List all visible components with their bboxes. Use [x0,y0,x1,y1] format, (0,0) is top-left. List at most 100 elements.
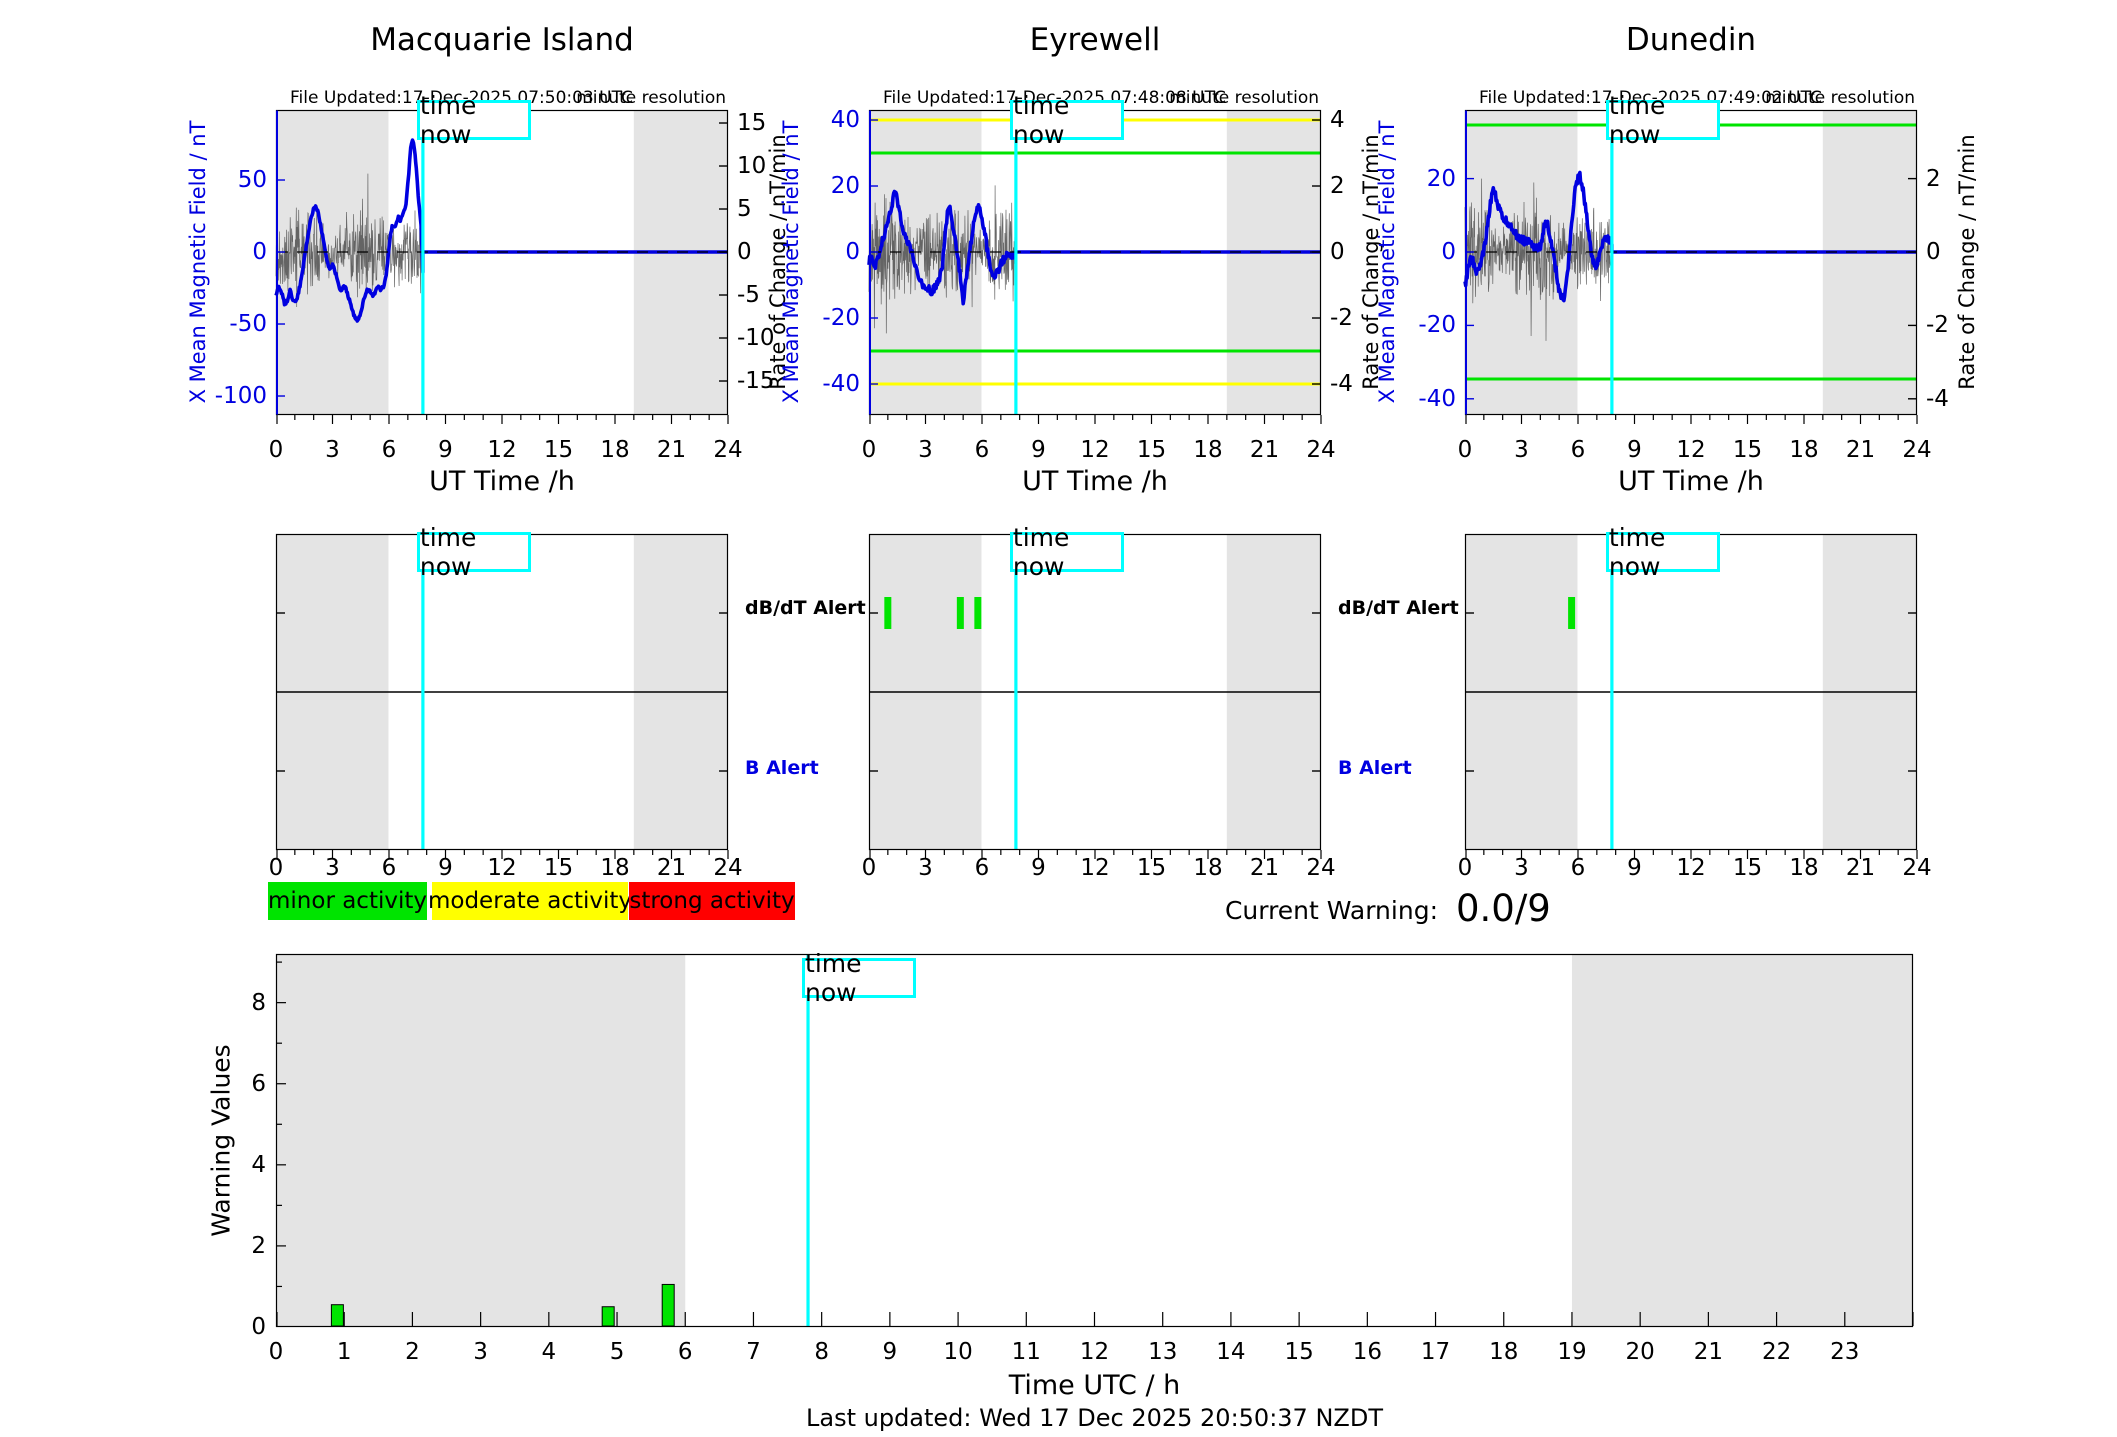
x-tick-label: 21 [656,437,687,463]
x-tick-label: 6 [974,855,990,881]
b-alert-label: B Alert [745,757,819,779]
mean-field-line [867,189,1320,306]
left-tick-label: -100 [214,383,267,409]
x-tick-label: 12 [1080,855,1110,881]
mean-field-line [274,138,727,323]
x-tick-label: 9 [1627,855,1642,881]
alert-event-mark [884,597,892,629]
plot-frame [275,953,1914,1328]
x-tick-label: 21 [1845,855,1876,881]
right-tick-label: -5 [737,282,760,308]
x-tick-label: 9 [438,437,453,463]
x-tick-label: 17 [1420,1339,1451,1365]
night-shading-band [1822,111,1917,414]
x-tick-label: 24 [1902,437,1932,463]
file-updated-field-macquarie-island: File Updated:17-Dec-2025 07:50:03 UTC [290,88,633,108]
b-alert-label: B Alert [1338,757,1412,779]
x-tick-label: 3 [1514,855,1529,881]
left-tick-label: 20 [830,173,860,199]
x-tick-label: 3 [918,855,933,881]
x-tick-label: 5 [609,1339,625,1365]
time-now-annotation-4: time now [1009,523,1124,581]
x-tick-label: 0 [268,437,284,463]
time-now-annotation-5: time now [1605,523,1720,581]
left-tick-label: 20 [1426,165,1456,192]
x-axis-label-field-eyrewell: UT Time /h [1022,466,1168,497]
y-tick-label: 2 [251,1232,266,1259]
alert-event-mark [1568,597,1576,629]
x-tick-label: 24 [713,855,743,881]
x-tick-label: 18 [1489,1339,1519,1365]
warning-value-bar [330,1304,344,1327]
x-tick-label: 21 [1693,1339,1724,1365]
right-tick-label: -10 [737,325,775,351]
x-tick-label: 0 [861,855,877,881]
left-tick-label: -40 [822,371,860,397]
x-tick-label: 12 [1676,855,1706,881]
right-tick-label: 0 [1926,239,1941,265]
x-tick-label: 6 [1570,855,1586,881]
x-axis-label-field-dunedin: UT Time /h [1618,466,1764,497]
x-tick-label: 18 [600,437,630,463]
x-tick-label: 9 [1031,855,1046,881]
x-tick-label: 21 [1249,855,1280,881]
right-tick-label: 5 [737,196,752,222]
x-tick-label: 21 [656,855,687,881]
x-tick-label: 19 [1557,1339,1587,1365]
x-tick-label: 15 [1732,437,1763,463]
warning-values-chart [275,953,1914,1328]
x-tick-label: 24 [1306,855,1336,881]
x-tick-label: 24 [1306,437,1336,463]
x-tick-label: 3 [325,855,340,881]
left-tick-label: 50 [237,167,267,193]
left-tick-label: 0 [1441,239,1456,265]
right-tick-label: -4 [1330,371,1353,397]
x-tick-label: 3 [1514,437,1529,463]
y-tick-label: 0 [251,1314,266,1340]
x-tick-label: 12 [1080,437,1110,463]
station-title-field-dunedin: Dunedin [1625,22,1757,58]
alert-event-mark [956,597,964,629]
warning-value-bar [661,1283,675,1327]
x-tick-label: 9 [438,855,453,881]
station-title-field-eyrewell: Eyrewell [1029,22,1161,58]
x-tick-label: 18 [1193,437,1223,463]
x-tick-label: 6 [381,437,397,463]
magnetic-field-chart-field-macquarie-island [274,109,729,424]
x-tick-label: 0 [1457,437,1473,463]
right-tick-label: 2 [1330,173,1345,199]
alert-event-chart-alerts-macquarie-island [275,533,729,859]
legend-item-strong-activity: strong activity [629,882,795,920]
x-tick-label: 1 [336,1339,352,1365]
x-tick-label: 10 [943,1339,973,1365]
x-tick-label: 0 [861,437,877,463]
x-tick-label: 4 [541,1339,557,1365]
x-tick-label: 24 [713,437,743,463]
left-tick-label: 40 [830,107,860,133]
x-tick-label: 9 [1031,437,1046,463]
night-shading-band [277,955,686,1326]
right-tick-label: -4 [1926,385,1949,412]
file-updated-field-dunedin: File Updated:17-Dec-2025 07:49:02 UTC [1479,88,1822,108]
x-tick-label: 21 [1845,437,1876,463]
x-tick-label: 22 [1761,1339,1792,1365]
right-tick-label: 10 [737,153,767,179]
x-tick-label: 11 [1011,1339,1041,1365]
left-tick-label: -40 [1418,385,1456,412]
right-tick-label: 0 [1330,239,1345,265]
x-tick-label: 6 [677,1339,693,1365]
rate-of-change-trace [275,173,424,308]
time-now-annotation-0: time now [416,91,531,149]
current-warning-value: 0.0/9 [1456,887,1551,930]
left-tick-label: -50 [229,311,267,337]
x-tick-label: 21 [1249,437,1280,463]
time-now-annotation-3: time now [416,523,531,581]
x-tick-label: 12 [1079,1339,1110,1365]
x-tick-label: 3 [325,437,340,463]
time-now-annotation-2: time now [1605,91,1720,149]
right-tick-label: 15 [737,110,767,136]
x-tick-label: 24 [1902,855,1932,881]
y-tick-label: 8 [251,989,266,1016]
warning-value-bar [601,1306,615,1327]
